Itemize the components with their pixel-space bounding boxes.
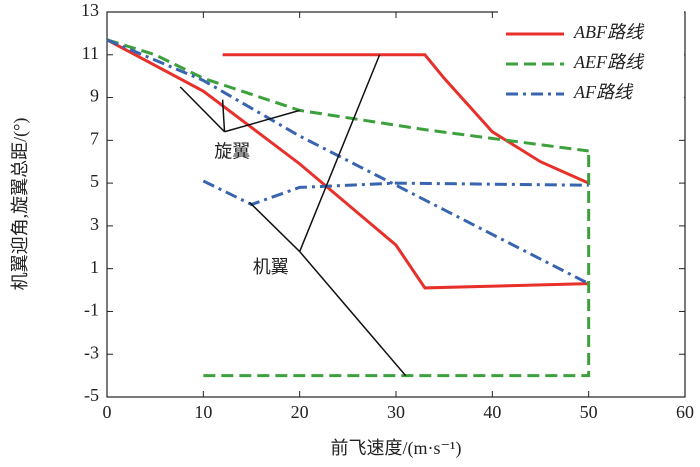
- annotation: 机翼: [253, 257, 289, 277]
- y-tick-label: 9: [90, 86, 99, 106]
- y-axis-label: 机翼迎角,旋翼总距/(°): [10, 118, 31, 291]
- legend-box: [498, 8, 684, 108]
- annotation-pointer: [299, 251, 407, 377]
- y-tick-label: 1: [90, 257, 99, 277]
- annotation-pointer: [224, 109, 300, 133]
- x-tick-label: 30: [387, 402, 405, 422]
- y-tick-label: 7: [90, 128, 99, 148]
- x-axis-label: 前飞速度/(m·s⁻¹): [331, 438, 462, 459]
- series-line: [106, 38, 590, 285]
- y-tick-label: -5: [84, 385, 99, 405]
- y-tick-label: -1: [84, 300, 99, 320]
- legend-label: AEF路线: [573, 52, 645, 72]
- y-tick-label: 5: [90, 171, 99, 191]
- y-tick-label: 13: [81, 0, 99, 20]
- annotation-pointer: [221, 99, 226, 132]
- series-line: [106, 38, 591, 378]
- annotation-pointer: [249, 201, 301, 253]
- legend-label: AF路线: [573, 82, 634, 102]
- annotation-pointer: [179, 86, 226, 133]
- x-tick-label: 40: [483, 402, 501, 422]
- x-tick-label: 60: [676, 402, 694, 422]
- y-tick-label: -3: [84, 342, 99, 362]
- x-tick-label: 10: [194, 402, 212, 422]
- x-tick-label: 20: [291, 402, 309, 422]
- legend-label: ABF路线: [573, 22, 645, 42]
- y-tick-label: 11: [82, 43, 99, 63]
- x-tick-label: 50: [580, 402, 598, 422]
- x-tick-label: 0: [103, 402, 112, 422]
- annotation-pointer: [298, 54, 381, 252]
- y-tick-label: 3: [90, 214, 99, 234]
- series-line: [106, 38, 590, 290]
- annotation: 旋翼: [214, 141, 250, 161]
